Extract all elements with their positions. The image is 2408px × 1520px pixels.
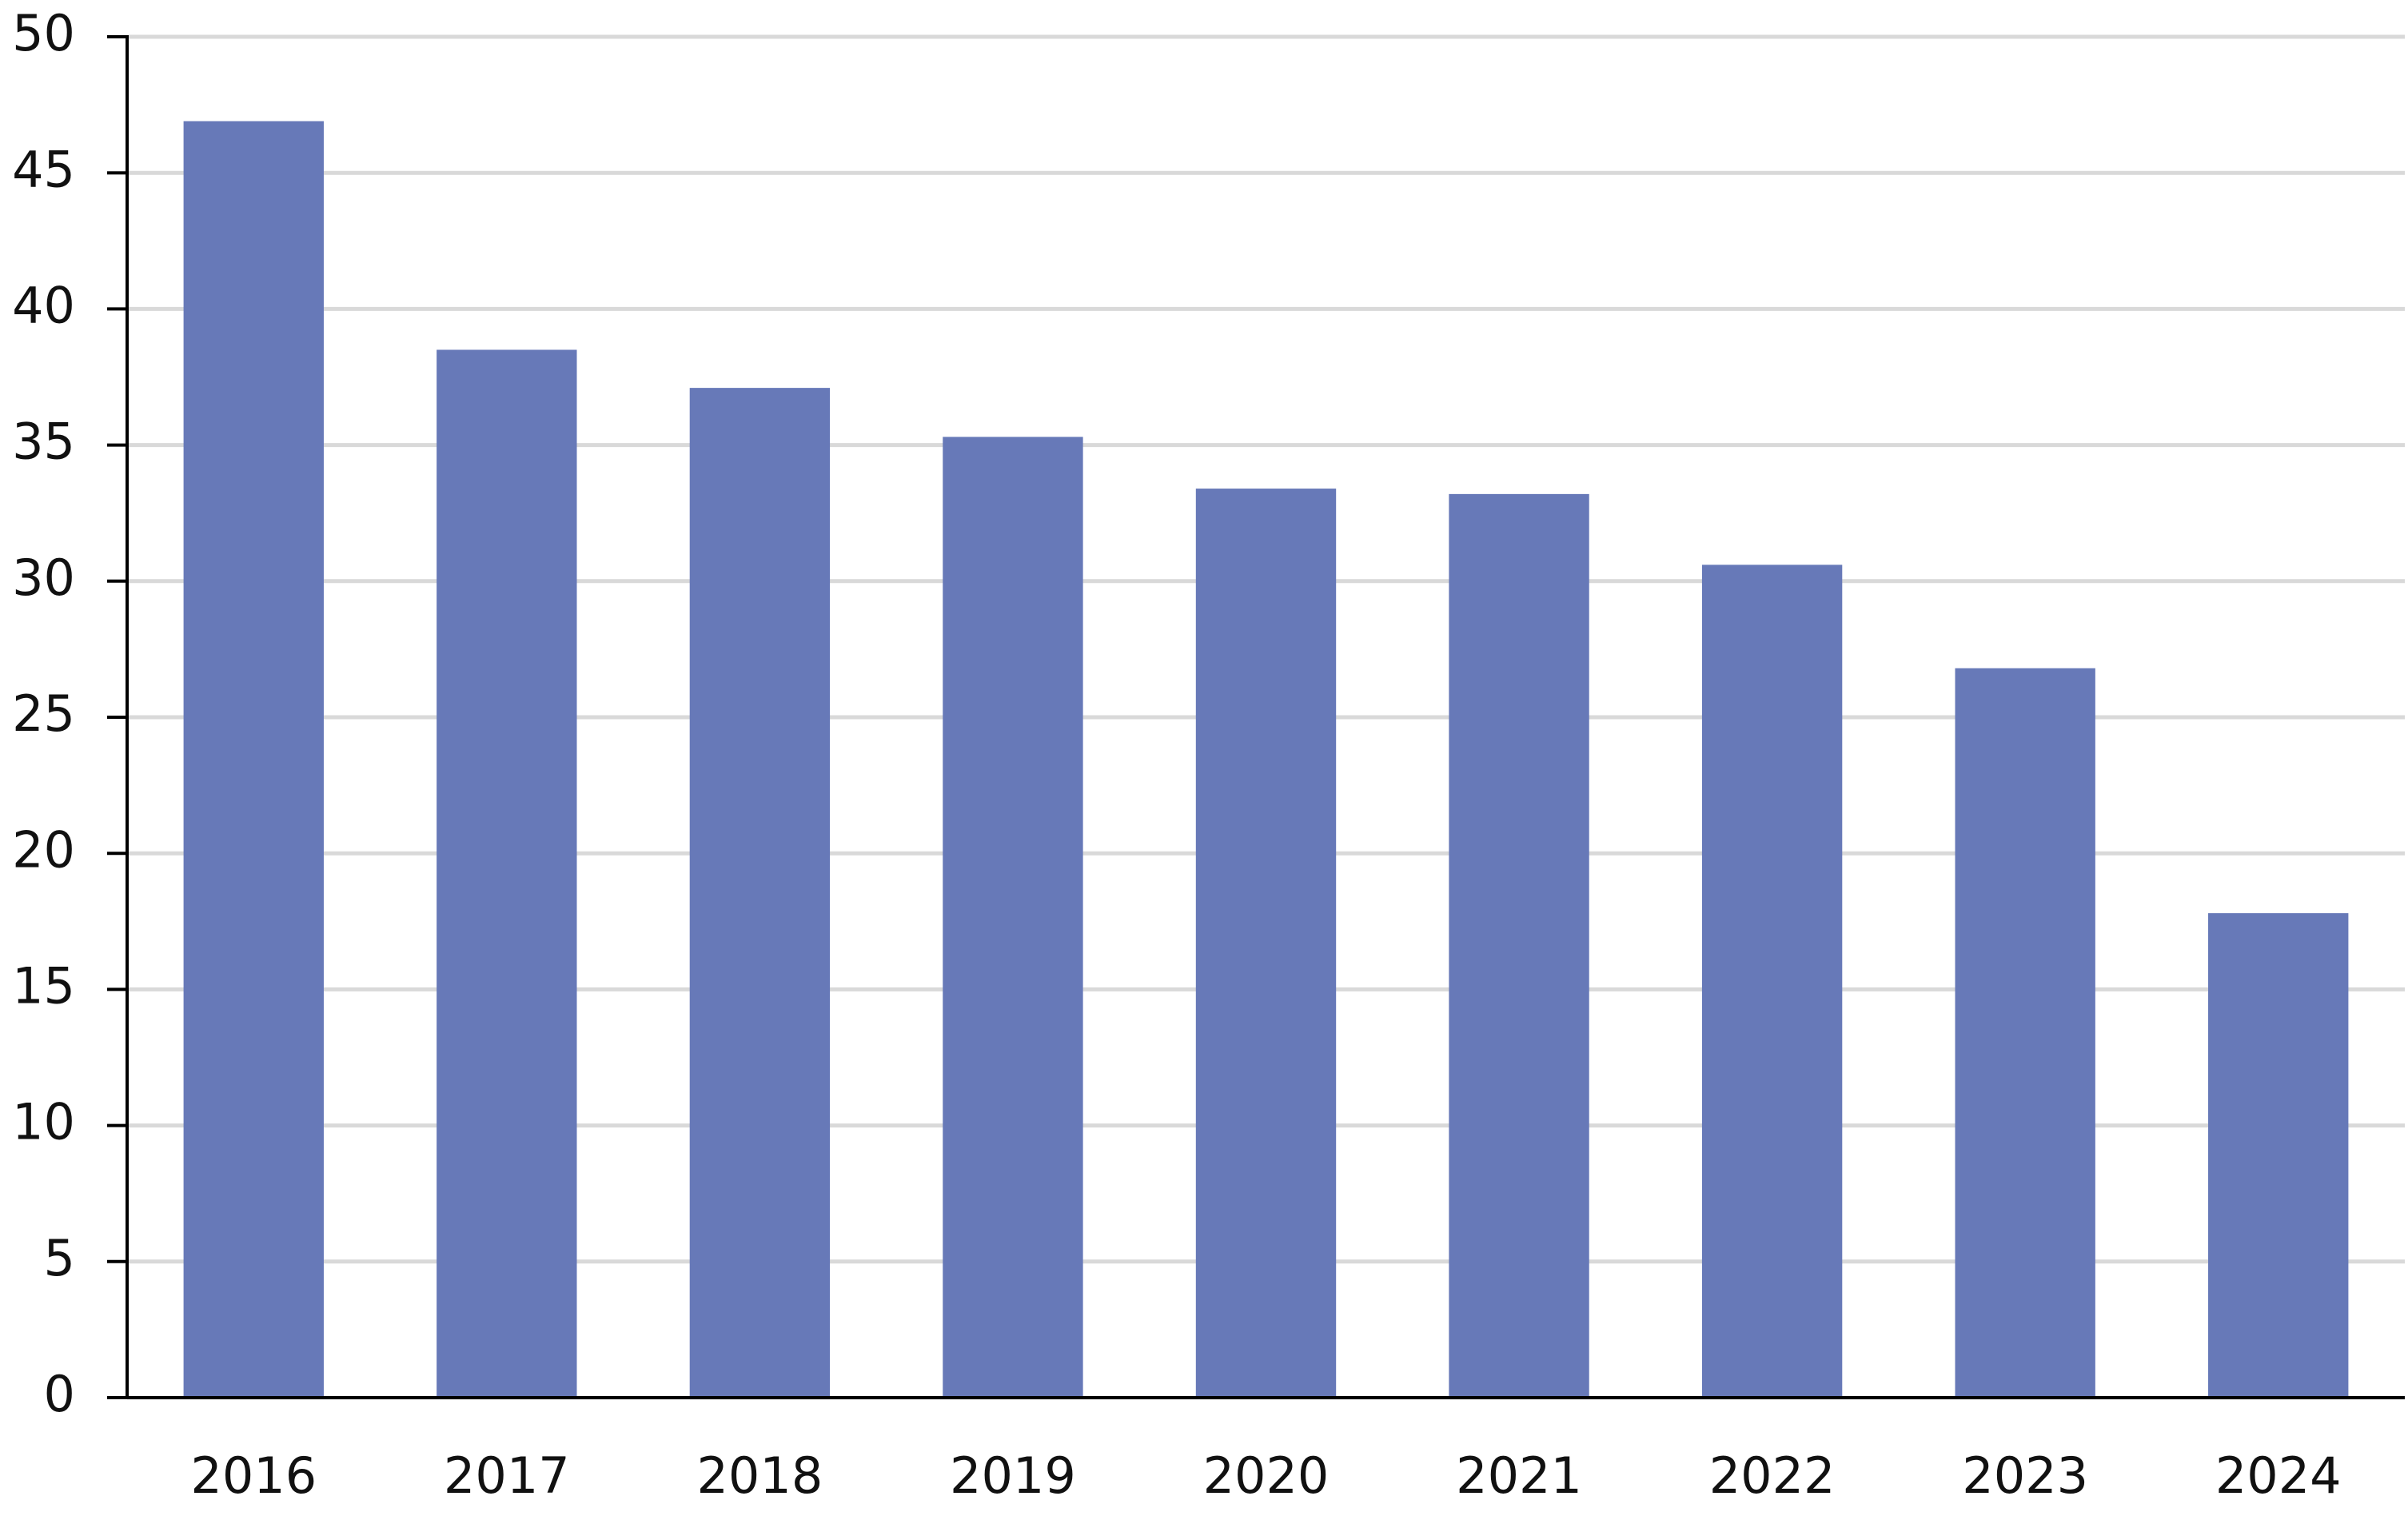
y-tick-label: 20: [12, 820, 75, 879]
bar: [437, 349, 577, 1398]
y-tick-label: 0: [44, 1365, 75, 1423]
y-tick-label: 25: [12, 684, 75, 743]
y-tick-label: 50: [12, 4, 75, 62]
x-tick-label: 2023: [1962, 1446, 2088, 1505]
bar: [1449, 493, 1589, 1398]
bar: [943, 437, 1083, 1398]
x-tick-label: 2020: [1203, 1446, 1330, 1505]
bar: [2208, 913, 2349, 1398]
y-tick-label: 40: [12, 276, 75, 334]
x-tick-label: 2019: [950, 1446, 1076, 1505]
y-tick-label: 15: [12, 956, 75, 1015]
x-tick-label: 2016: [190, 1446, 317, 1505]
bar: [689, 388, 831, 1398]
x-tick-label: 2021: [1456, 1446, 1582, 1505]
x-tick-label: 2024: [2215, 1446, 2342, 1505]
y-tick-label: 45: [12, 140, 75, 198]
x-tick-label: 2022: [1709, 1446, 1836, 1505]
bar: [1195, 489, 1337, 1398]
y-tick-label: 30: [12, 549, 75, 607]
y-tick-label: 5: [44, 1229, 75, 1287]
bar: [183, 121, 324, 1398]
y-tick-label: 10: [12, 1093, 75, 1151]
bar: [1955, 668, 2095, 1398]
x-tick-label: 2018: [696, 1446, 823, 1505]
y-tick-label: 35: [12, 413, 75, 471]
x-tick-label: 2017: [444, 1446, 570, 1505]
bar: [1701, 565, 1843, 1398]
